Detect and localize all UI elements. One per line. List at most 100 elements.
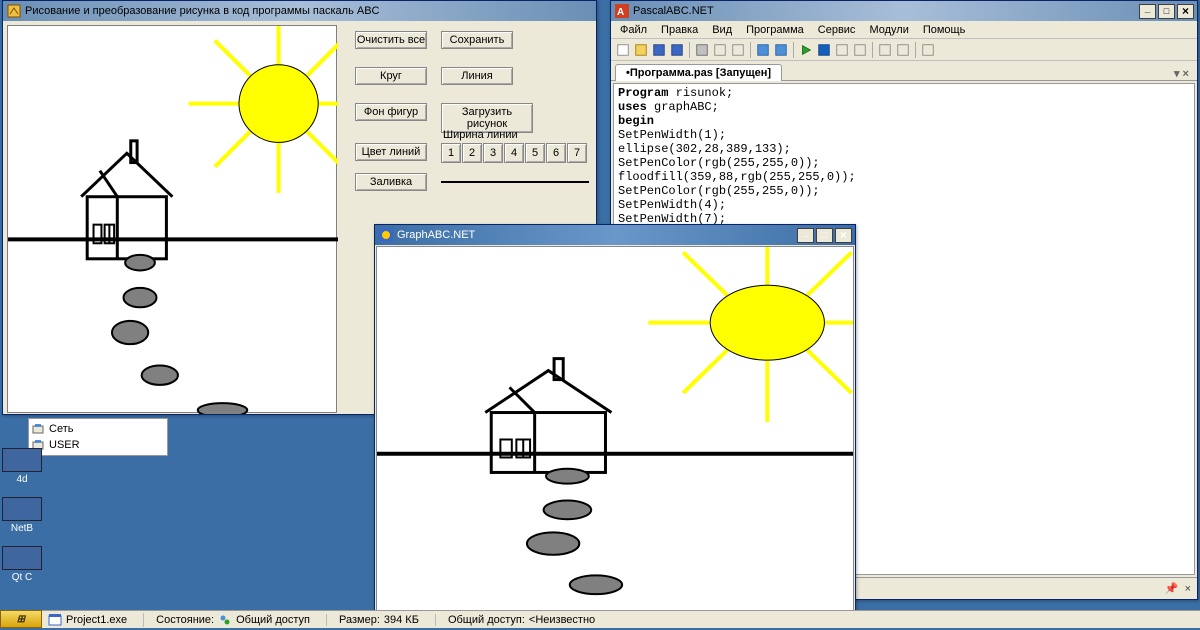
tab-close-button[interactable]: ▾ ×	[1174, 67, 1193, 80]
toolbar-new-button[interactable]	[615, 42, 631, 58]
desktop-icon[interactable]: 4d	[2, 448, 42, 485]
maximize-button[interactable]	[1158, 4, 1175, 19]
graphabc-title: GraphABC.NET	[397, 229, 797, 241]
menu-программа[interactable]: Программа	[741, 24, 809, 36]
toolbar-build-button[interactable]	[895, 42, 911, 58]
toolbar-separator	[793, 42, 794, 58]
line-width-6-button[interactable]: 6	[546, 143, 566, 163]
line-width-1-button[interactable]: 1	[441, 143, 461, 163]
save-button[interactable]: Сохранить	[441, 31, 513, 49]
maximize-button[interactable]	[816, 228, 833, 243]
code-line: ellipse(302,28,389,133);	[618, 142, 1190, 156]
app-icon	[2, 546, 42, 570]
minimize-button[interactable]	[797, 228, 814, 243]
graphabc-titlebar[interactable]: GraphABC.NET	[375, 225, 855, 245]
toolbar-save-button[interactable]	[651, 42, 667, 58]
desktop-icon[interactable]: NetB	[2, 497, 42, 534]
line-width-7-button[interactable]: 7	[567, 143, 587, 163]
editor-tab[interactable]: •Программа.pas [Запущен]	[615, 64, 782, 81]
tab-strip: •Программа.pas [Запущен] ▾ ×	[611, 61, 1197, 81]
line-color-button[interactable]: Цвет линий	[355, 143, 427, 161]
line-width-2-button[interactable]: 2	[462, 143, 482, 163]
toolbar-separator	[689, 42, 690, 58]
toolbar-save-all-button[interactable]	[669, 42, 685, 58]
pascal-ide-titlebar[interactable]: A PascalABC.NET	[611, 1, 1197, 21]
start-button[interactable]: ⊞	[0, 610, 42, 628]
graphabc-canvas	[376, 246, 854, 624]
close-button[interactable]	[1177, 4, 1194, 19]
toolbar-separator	[915, 42, 916, 58]
line-button[interactable]: Линия	[441, 67, 513, 85]
toolbar-separator	[750, 42, 751, 58]
menu-файл[interactable]: Файл	[615, 24, 652, 36]
drawing-app-title: Рисование и преобразование рисунка в код…	[25, 5, 593, 17]
code-line: Program risunok;	[618, 86, 1190, 100]
code-line: begin	[618, 114, 1190, 128]
share-icon	[218, 613, 232, 627]
graphabc-window: GraphABC.NET	[374, 224, 856, 624]
menu-правка[interactable]: Правка	[656, 24, 703, 36]
desktop-icon-column: 4d NetB Qt C	[2, 448, 42, 583]
project-icon	[48, 613, 62, 627]
pascal-ide-icon: A	[615, 4, 629, 18]
line-width-3-button[interactable]: 3	[483, 143, 503, 163]
menu-вид[interactable]: Вид	[707, 24, 737, 36]
line-width-button-group: 1234567	[441, 143, 587, 163]
status-bar: Project1.exe Состояние: Общий доступ Раз…	[42, 610, 1200, 628]
tree-item[interactable]: USER	[31, 437, 165, 453]
graphabc-icon	[379, 228, 393, 242]
fill-button[interactable]: Заливка	[355, 173, 427, 191]
code-line: SetPenWidth(4);	[618, 198, 1190, 212]
line-width-label: Ширина линии	[443, 129, 518, 141]
minimize-button[interactable]	[1139, 4, 1156, 19]
circle-button[interactable]: Круг	[355, 67, 427, 85]
drawing-app-titlebar[interactable]: Рисование и преобразование рисунка в код…	[3, 1, 596, 21]
toolbar-step-over-button[interactable]	[852, 42, 868, 58]
drawing-canvas[interactable]	[7, 25, 337, 413]
toolbar-compile-button[interactable]	[877, 42, 893, 58]
menu-сервис[interactable]: Сервис	[813, 24, 861, 36]
line-width-preview	[441, 181, 589, 183]
code-line: SetPenWidth(1);	[618, 128, 1190, 142]
network-icon	[31, 422, 45, 436]
graphabc-svg	[377, 247, 853, 623]
svg-text:A: A	[617, 7, 624, 18]
menu-модули[interactable]: Модули	[864, 24, 913, 36]
toolbar-copy-button[interactable]	[712, 42, 728, 58]
desktop-icon[interactable]: Qt C	[2, 546, 42, 583]
line-width-4-button[interactable]: 4	[504, 143, 524, 163]
menu-bar: Файл Правка Вид Программа СервисМодули Помощь	[611, 21, 1197, 39]
tree-item[interactable]: Сеть	[31, 421, 165, 437]
pascal-ide-title: PascalABC.NET	[633, 5, 1139, 17]
explorer-tree-fragment: СетьUSER	[28, 418, 168, 456]
close-button[interactable]	[835, 228, 852, 243]
toolbar-find-button[interactable]	[920, 42, 936, 58]
panel-pin-icon[interactable]: 📌	[1165, 582, 1179, 595]
bg-shapes-button[interactable]: Фон фигур	[355, 103, 427, 121]
line-width-5-button[interactable]: 5	[525, 143, 545, 163]
toolbar-undo-button[interactable]	[755, 42, 771, 58]
toolbar-run-button[interactable]	[798, 42, 814, 58]
toolbar-step-into-button[interactable]	[834, 42, 850, 58]
toolbar-paste-button[interactable]	[730, 42, 746, 58]
app-icon	[2, 497, 42, 521]
status-size: Размер: 394 КБ	[326, 614, 419, 626]
app-icon	[2, 448, 42, 472]
code-line: floodfill(359,88,rgb(255,255,0));	[618, 170, 1190, 184]
panel-close-icon[interactable]: ×	[1185, 583, 1191, 595]
toolbar-stop-button[interactable]	[816, 42, 832, 58]
app-icon	[7, 4, 21, 18]
toolbar-redo-button[interactable]	[773, 42, 789, 58]
drawing-svg	[8, 26, 338, 414]
toolbar-separator	[872, 42, 873, 58]
status-state: Состояние: Общий доступ	[143, 613, 310, 627]
toolbar-open-button[interactable]	[633, 42, 649, 58]
code-line: uses graphABC;	[618, 100, 1190, 114]
status-share: Общий доступ: <Неизвестно	[435, 614, 595, 626]
code-line: SetPenColor(rgb(255,255,0));	[618, 184, 1190, 198]
status-project: Project1.exe	[48, 613, 127, 627]
clear-all-button[interactable]: Очистить все	[355, 31, 427, 49]
menu-помощь[interactable]: Помощь	[918, 24, 971, 36]
tool-bar	[611, 39, 1197, 61]
toolbar-cut-button[interactable]	[694, 42, 710, 58]
